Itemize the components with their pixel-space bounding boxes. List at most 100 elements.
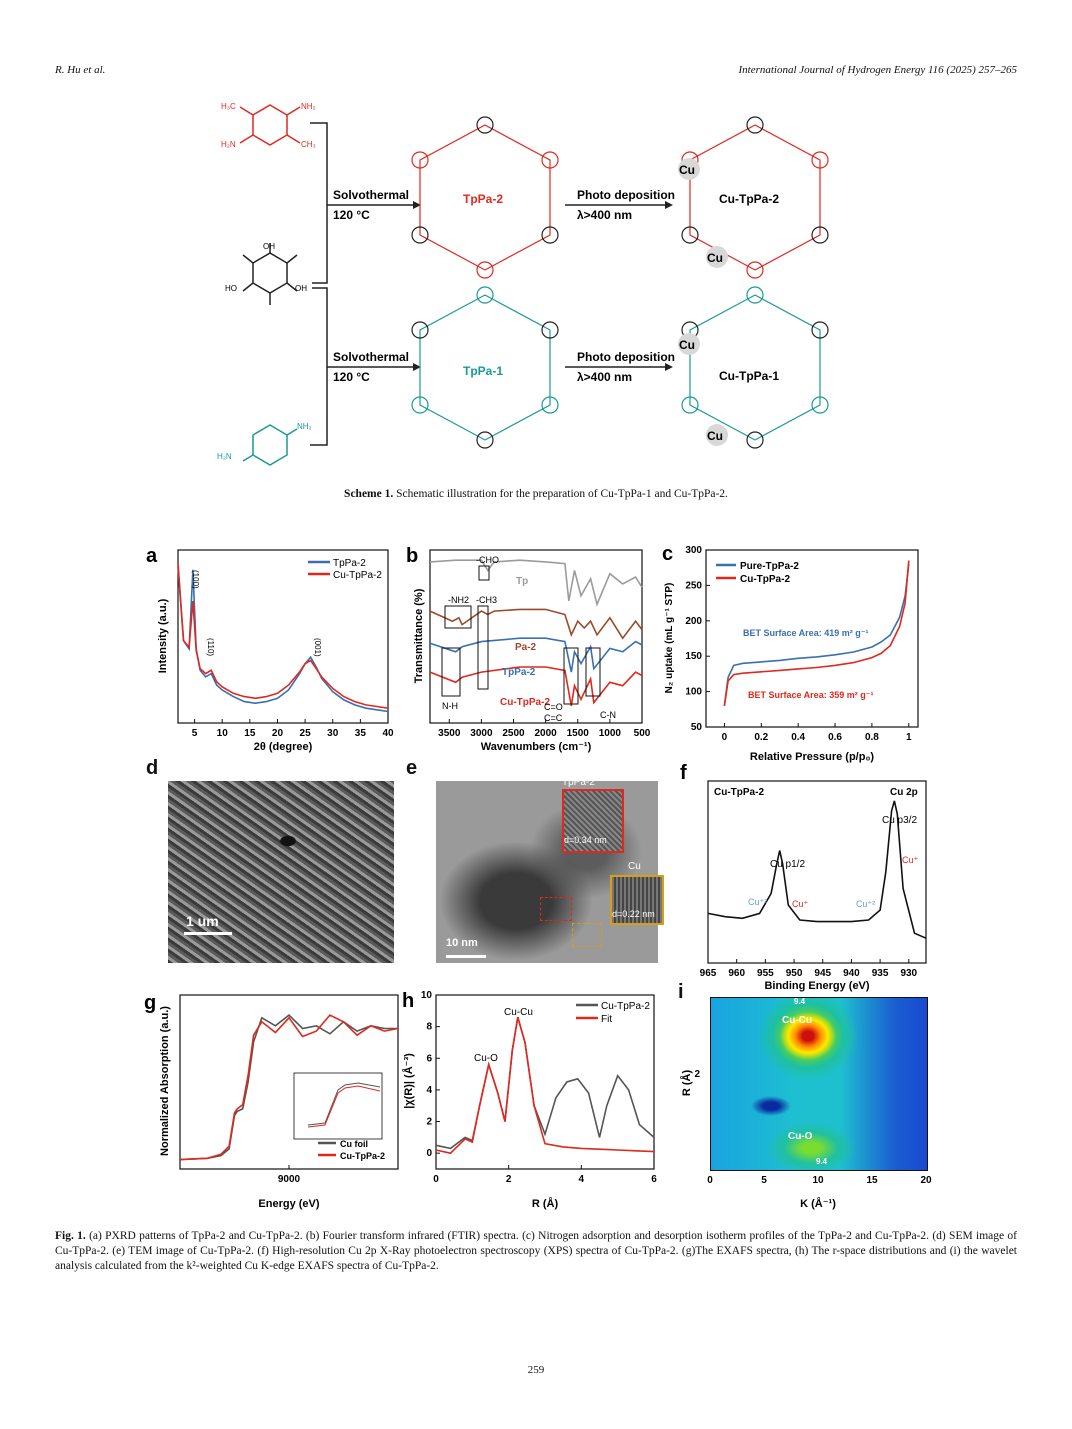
step2-label-b: Photo deposition (577, 350, 675, 364)
xtick-label: 0.8 (865, 732, 879, 743)
wavelet-heatmap (710, 997, 928, 1171)
svg-text:NH₂: NH₂ (297, 422, 312, 431)
label-cu-tppa2: Cu-TpPa-2 (500, 697, 550, 708)
plot-h-rspace: h 0 2 4 6 0 2 4 6 8 10 R (Å) |χ(R)| (Å⁻³) Cu-TpP… (402, 990, 657, 1210)
xps-region: Cu 2p (890, 787, 918, 798)
xps-cu2-a: Cu⁺² (748, 897, 767, 907)
temp-label-a: 120 °C (333, 208, 370, 222)
step1-label-a: Solvothermal (333, 188, 409, 202)
plot-h-ylabel: |χ(R)| (Å⁻³) (402, 1053, 415, 1109)
xps-p12: Cu p1/2 (770, 859, 805, 870)
xtick-label: 0.4 (791, 732, 805, 743)
xtick-label: 935 (872, 968, 889, 979)
xtick-label: 15 (866, 1175, 878, 1186)
peak-100: (100) (191, 570, 200, 589)
panel-letter-f: f (680, 762, 687, 784)
scheme-caption-text: Schematic illustration for the preparati… (396, 488, 728, 500)
bet-cu-tppa2: BET Surface Area: 359 m² g⁻¹ (748, 690, 873, 700)
panel-letter-e: e (406, 757, 418, 779)
panel-letter-a: a (146, 545, 158, 567)
legend-h-1: Fit (601, 1014, 612, 1025)
ytick-label: 100 (685, 687, 702, 698)
wavelet-cuo: Cu-O (788, 1131, 813, 1142)
ytick-label: 300 (685, 545, 702, 556)
scheme-diagram: H₃C NH₂ H₂N CH₃ OH HO OH NH₂ H₂N Solvoth… (217, 102, 829, 466)
xtick-label: 5 (192, 728, 198, 739)
xtick-label: 9000 (278, 1174, 301, 1185)
xtick-label: 2 (506, 1174, 512, 1185)
plot-a-pxrd: a 5 10 15 20 25 30 35 40 2θ (degree) Intensity … (146, 545, 394, 753)
xtick-label: 945 (814, 968, 831, 979)
plot-c-bet: c 0 0.2 0.4 0.6 0.8 1 50 100 150 200 250 300 Relat… (662, 543, 919, 763)
xtick-label: 0 (722, 732, 728, 743)
cu-label-2: Cu (707, 251, 723, 265)
xtick-label: 5 (761, 1175, 767, 1186)
ytick-label: 8 (426, 1022, 432, 1033)
series-line-plot-h-1 (435, 1016, 655, 1155)
final-cu-tppa1: Cu-TpPa-1 (719, 369, 779, 383)
svg-text:H₃C: H₃C (221, 102, 236, 111)
bet-tppa2: BET Surface Area: 419 m² g⁻¹ (743, 628, 868, 638)
ytick-label: 4 (426, 1085, 432, 1096)
xtick-label: 2000 (535, 728, 558, 739)
series-line-plot-b-1 (429, 608, 643, 640)
legend-a-0: TpPa-2 (333, 558, 366, 569)
xtick-label: 500 (634, 728, 650, 739)
label-nh: N-H (442, 701, 458, 711)
ytick-label: 10 (421, 990, 433, 1001)
figure-caption-label: Fig. 1. (55, 1230, 86, 1242)
plot-g-exafs: g 9000 Energy (eV) Normalized Absorption… (144, 992, 399, 1210)
xtick-label: 1500 (567, 728, 590, 739)
step1-label-b: Solvothermal (333, 350, 409, 364)
series-line-plot-b-3 (429, 666, 643, 707)
series-line-plot-b-0 (429, 559, 643, 607)
final-cu-tppa2: Cu-TpPa-2 (719, 192, 779, 206)
plot-i-xlabel: K (Å⁻¹) (800, 1197, 836, 1210)
legend-a-1: Cu-TpPa-2 (333, 570, 382, 581)
cu-label-1: Cu (679, 163, 695, 177)
hpeak-cuo: Cu-O (474, 1053, 498, 1064)
xtick-label: 15 (244, 728, 256, 739)
xtick-label: 930 (900, 968, 917, 979)
svg-text:OH: OH (263, 242, 275, 251)
svg-text:H₂N: H₂N (221, 140, 236, 149)
plot-c-ylabel: N₂ uptake (mL g⁻¹ STP) (664, 583, 675, 694)
peak-001: (001) (313, 638, 322, 657)
label-ch3: -CH3 (476, 595, 497, 605)
legend-h-0: Cu-TpPa-2 (601, 1001, 650, 1012)
plot-i-ylabel: R (Å) (680, 1070, 693, 1097)
xtick-label: 25 (300, 728, 312, 739)
tem-inset2-d: d=0.22 nm (612, 909, 655, 919)
wavelength-label-b: λ>400 nm (577, 370, 632, 384)
plot-b-ylabel: Transmittance (%) (413, 588, 425, 683)
plot-a-xlabel: 2θ (degree) (254, 741, 313, 753)
tem-scale: 10 nm (446, 937, 478, 949)
xtick-label: 0 (707, 1175, 713, 1186)
ytick-label: 6 (426, 1053, 432, 1064)
svg-text:CH₃: CH₃ (301, 140, 316, 149)
label-tppa2: TpPa-2 (502, 667, 536, 678)
xtick-label: 30 (327, 728, 339, 739)
xtick-label: 10 (812, 1175, 824, 1186)
hpeak-cucu: Cu-Cu (504, 1007, 533, 1018)
series-line-plot-g-1 (179, 1014, 399, 1161)
wavelength-label-a: λ>400 nm (577, 208, 632, 222)
xtick-label: 0.6 (828, 732, 842, 743)
ytick-label: 0 (426, 1148, 432, 1159)
plot-b-xlabel: Wavenumbers (cm⁻¹) (481, 741, 592, 753)
monomer-red (239, 104, 301, 146)
cu-label-4: Cu (707, 429, 723, 443)
tem-inset1-label: TpPa-2 (562, 777, 595, 788)
xtick-label: 40 (382, 728, 394, 739)
xps-sample: Cu-TpPa-2 (714, 787, 764, 798)
monomer-tp (242, 243, 298, 305)
svg-text:HO: HO (225, 284, 237, 293)
xtick-label: 3000 (470, 728, 493, 739)
sem-image (168, 781, 394, 963)
series-line-plot-b-2 (429, 637, 643, 673)
legend-c-0: Pure-TpPa-2 (740, 561, 799, 572)
xtick-label: 1 (906, 732, 912, 743)
product-tppa2: TpPa-2 (463, 192, 503, 206)
wavelet-cucu: Cu-Cu (782, 1015, 812, 1026)
panel-letter-c: c (662, 543, 673, 565)
